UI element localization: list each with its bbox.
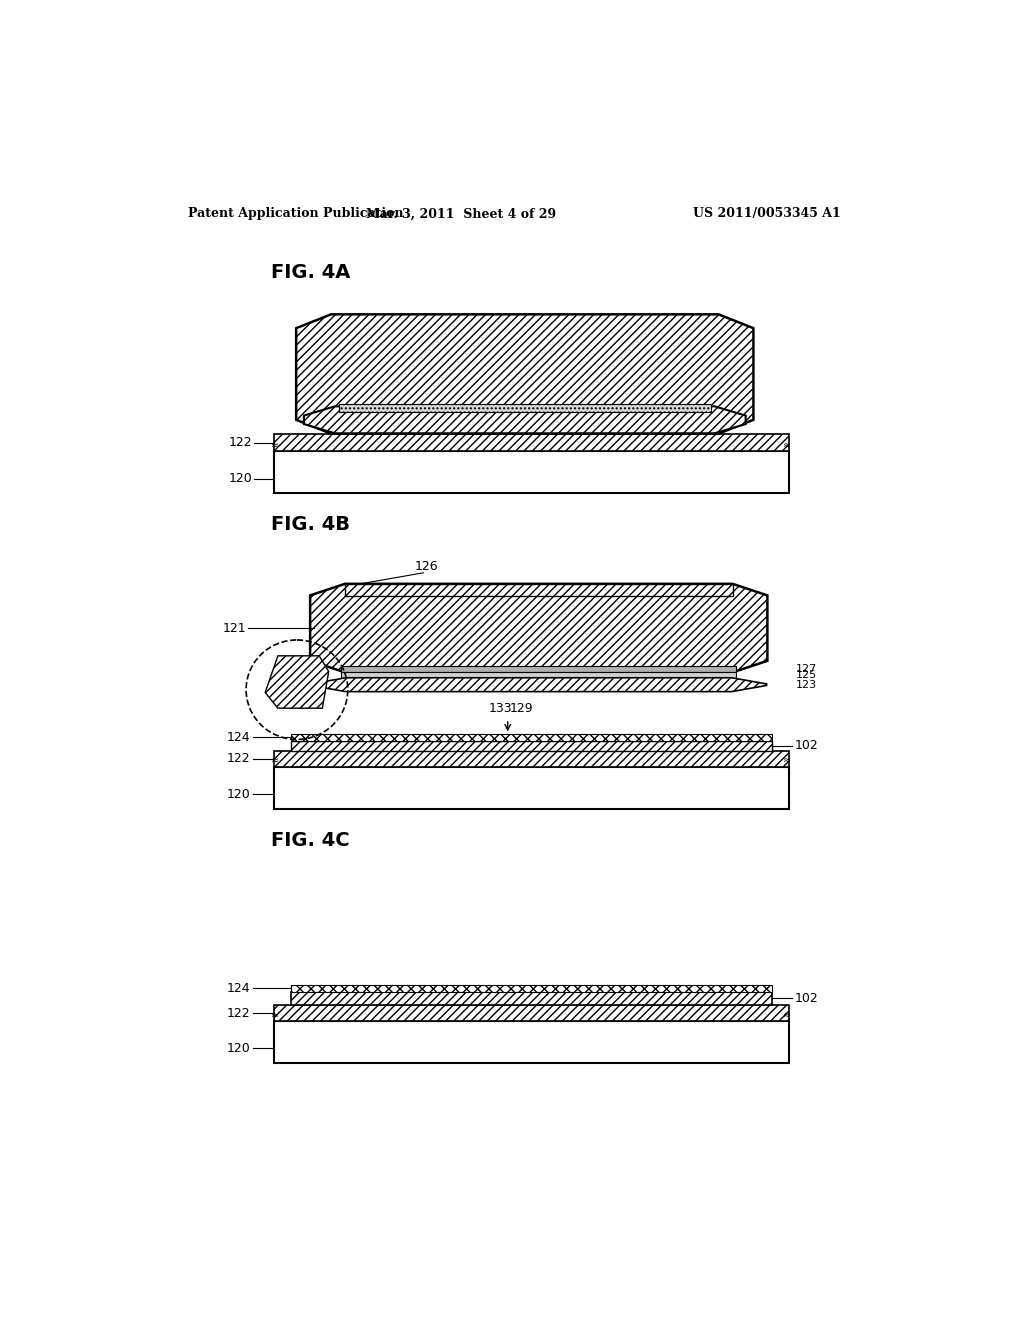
Text: ≈: ≈ — [271, 440, 280, 450]
Text: 122: 122 — [227, 752, 251, 766]
Text: 120: 120 — [226, 788, 251, 801]
Text: FIG. 4B: FIG. 4B — [271, 515, 350, 535]
Text: 133: 133 — [488, 702, 512, 715]
Bar — [345, 583, 732, 597]
Text: 102: 102 — [795, 991, 818, 1005]
Text: FIG. 4A: FIG. 4A — [271, 263, 351, 282]
Text: 102: 102 — [795, 739, 818, 752]
Text: 121: 121 — [222, 622, 246, 635]
Bar — [291, 734, 772, 741]
Bar — [273, 1020, 790, 1063]
Text: ≈: ≈ — [783, 440, 792, 450]
Bar — [273, 767, 790, 809]
Bar — [291, 991, 772, 1006]
Polygon shape — [310, 583, 767, 672]
Polygon shape — [311, 677, 767, 692]
Bar — [341, 672, 736, 677]
Bar — [339, 404, 711, 412]
Text: 120: 120 — [226, 1041, 251, 1055]
Bar — [291, 985, 772, 991]
Text: 123: 123 — [796, 680, 817, 689]
Text: 120: 120 — [228, 473, 252, 484]
Text: Mar. 3, 2011  Sheet 4 of 29: Mar. 3, 2011 Sheet 4 of 29 — [367, 207, 556, 220]
Text: 124: 124 — [227, 982, 251, 995]
Bar — [291, 741, 772, 751]
Text: FIG. 4C: FIG. 4C — [271, 832, 350, 850]
Polygon shape — [304, 407, 745, 433]
Text: 127: 127 — [796, 664, 817, 675]
Polygon shape — [296, 314, 754, 434]
Text: Patent Application Publication: Patent Application Publication — [188, 207, 403, 220]
Bar — [273, 451, 790, 494]
Bar — [273, 751, 790, 767]
Bar — [341, 667, 736, 672]
Text: 122: 122 — [227, 1007, 251, 1019]
Text: 125: 125 — [796, 671, 817, 680]
Bar — [273, 1006, 790, 1020]
Text: ≈: ≈ — [271, 1010, 280, 1019]
Text: 124: 124 — [227, 731, 251, 744]
Text: 129: 129 — [509, 702, 532, 715]
Bar — [273, 434, 790, 451]
Text: 122: 122 — [228, 436, 252, 449]
Polygon shape — [265, 656, 329, 708]
Text: ≈: ≈ — [271, 755, 280, 766]
Text: ≈: ≈ — [783, 755, 792, 766]
Text: 126: 126 — [415, 561, 438, 573]
Text: US 2011/0053345 A1: US 2011/0053345 A1 — [693, 207, 841, 220]
Text: ≈: ≈ — [783, 1010, 792, 1019]
